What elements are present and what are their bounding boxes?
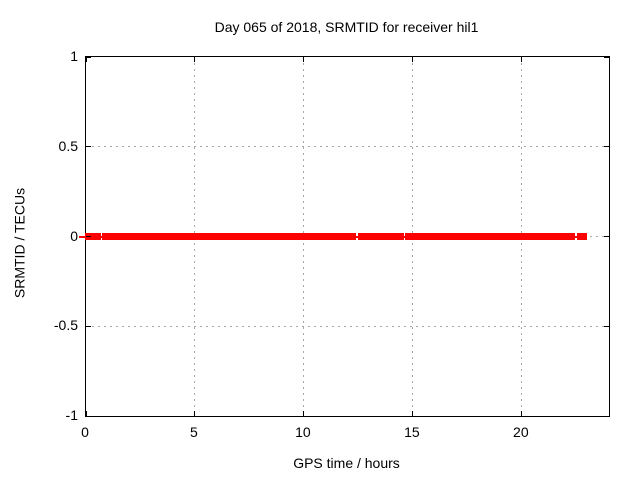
x-tick-mark — [412, 411, 414, 416]
x-tick-label: 15 — [404, 424, 420, 440]
y-tick-label: 1 — [70, 48, 78, 64]
y-tick-mark — [86, 146, 91, 148]
y-tick-label: -0.5 — [53, 317, 78, 334]
chart-title: Day 065 of 2018, SRMTID for receiver hil… — [214, 19, 479, 35]
data-segment — [404, 233, 576, 240]
x-axis-label: GPS time / hours — [293, 455, 400, 471]
data-series-layer — [79, 57, 609, 416]
y-tick-mark — [86, 236, 91, 237]
y-tick-mark — [604, 325, 609, 327]
x-tick-label: 20 — [513, 424, 529, 440]
plot-area — [79, 56, 610, 417]
x-tick-mark — [194, 411, 196, 416]
tick-marks-layer — [85, 56, 609, 417]
x-tick-mark — [85, 411, 87, 416]
x-tick-mark — [521, 57, 523, 62]
x-tick-label: 0 — [81, 424, 89, 440]
x-tick-mark — [412, 57, 414, 62]
y-tick-mark — [604, 236, 609, 237]
y-tick-mark — [604, 56, 609, 58]
data-segment — [577, 233, 588, 240]
x-tick-label: 5 — [190, 424, 198, 440]
y-tick-label: 0 — [70, 227, 78, 244]
x-tick-mark — [85, 57, 87, 62]
x-tick-mark — [194, 57, 196, 62]
x-tick-label: 10 — [295, 424, 311, 440]
y-tick-label: 0.5 — [58, 137, 78, 154]
y-gridline — [86, 146, 609, 148]
x-tick-mark — [521, 411, 523, 416]
x-tick-mark — [303, 57, 305, 62]
y-tick-mark — [86, 325, 91, 327]
y-tick-mark — [604, 146, 609, 148]
data-segment — [397, 233, 405, 240]
x-tick-mark — [303, 411, 305, 416]
y-tick-label: -1 — [65, 407, 78, 423]
data-segment — [102, 233, 356, 240]
data-segment — [358, 233, 397, 240]
y-tick-mark — [604, 415, 609, 417]
y-tick-mark — [86, 415, 91, 417]
data-segment — [85, 233, 101, 240]
y-tick-mark — [86, 56, 91, 58]
y-gridline — [86, 325, 609, 327]
